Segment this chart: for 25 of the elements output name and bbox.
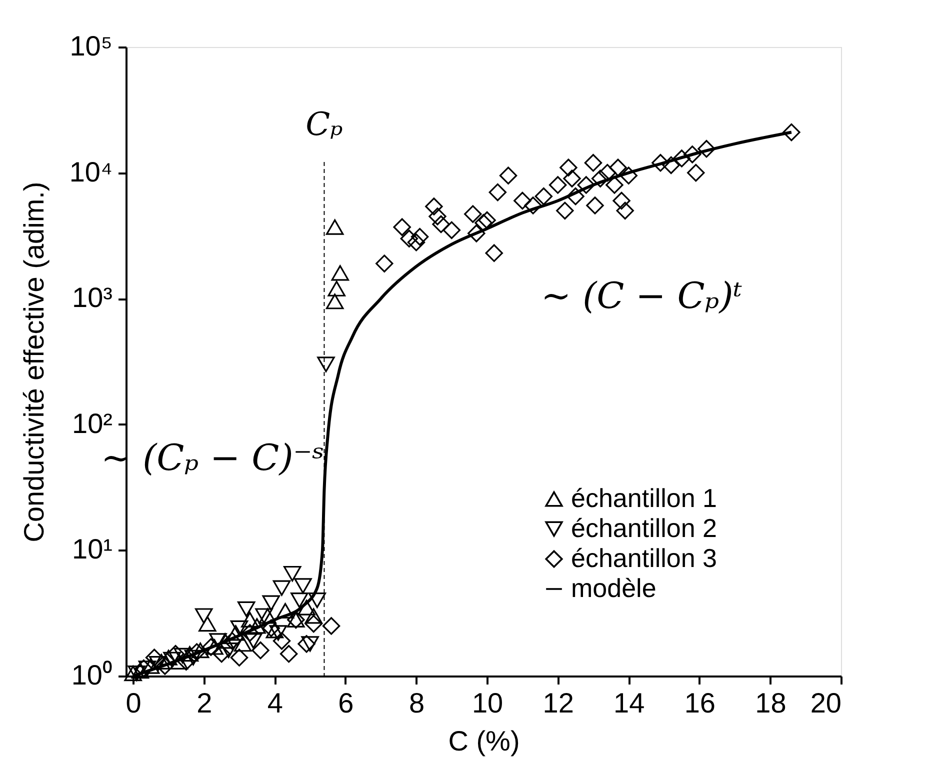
y-tick-label: 10⁰ bbox=[71, 660, 112, 690]
y-tick-label: 10² bbox=[72, 408, 112, 439]
x-tick-label: 20 bbox=[810, 688, 842, 718]
legend-label: échantillon 1 bbox=[571, 483, 717, 513]
legend-label: modèle bbox=[571, 573, 656, 603]
x-tick-label: 6 bbox=[338, 688, 354, 718]
x-axis-title: C (%) bbox=[448, 726, 520, 756]
ref-line-label: Cₚ bbox=[306, 105, 344, 143]
x-tick-label: 4 bbox=[267, 688, 283, 718]
y-tick-label: 10⁴ bbox=[69, 156, 112, 188]
annotation: ~ (C − Cₚ)ᵗ bbox=[541, 276, 742, 317]
x-tick-label: 10 bbox=[472, 688, 504, 718]
y-tick-label: 10³ bbox=[72, 282, 112, 314]
x-tick-label: 14 bbox=[614, 688, 645, 718]
y-axis-title: Conductivité effective (adim.) bbox=[18, 182, 50, 542]
x-tick-label: 16 bbox=[684, 688, 716, 718]
x-tick-label: 12 bbox=[542, 688, 574, 718]
x-tick-label: 18 bbox=[755, 688, 786, 718]
x-tick-label: 8 bbox=[408, 688, 425, 718]
x-tick-label: 2 bbox=[196, 688, 212, 718]
y-tick-label: 10⁵ bbox=[70, 30, 112, 62]
y-tick-label: 10¹ bbox=[72, 534, 112, 565]
legend-label: échantillon 3 bbox=[571, 543, 717, 573]
x-tick-label: 0 bbox=[126, 688, 142, 718]
legend-label: échantillon 2 bbox=[571, 513, 717, 543]
